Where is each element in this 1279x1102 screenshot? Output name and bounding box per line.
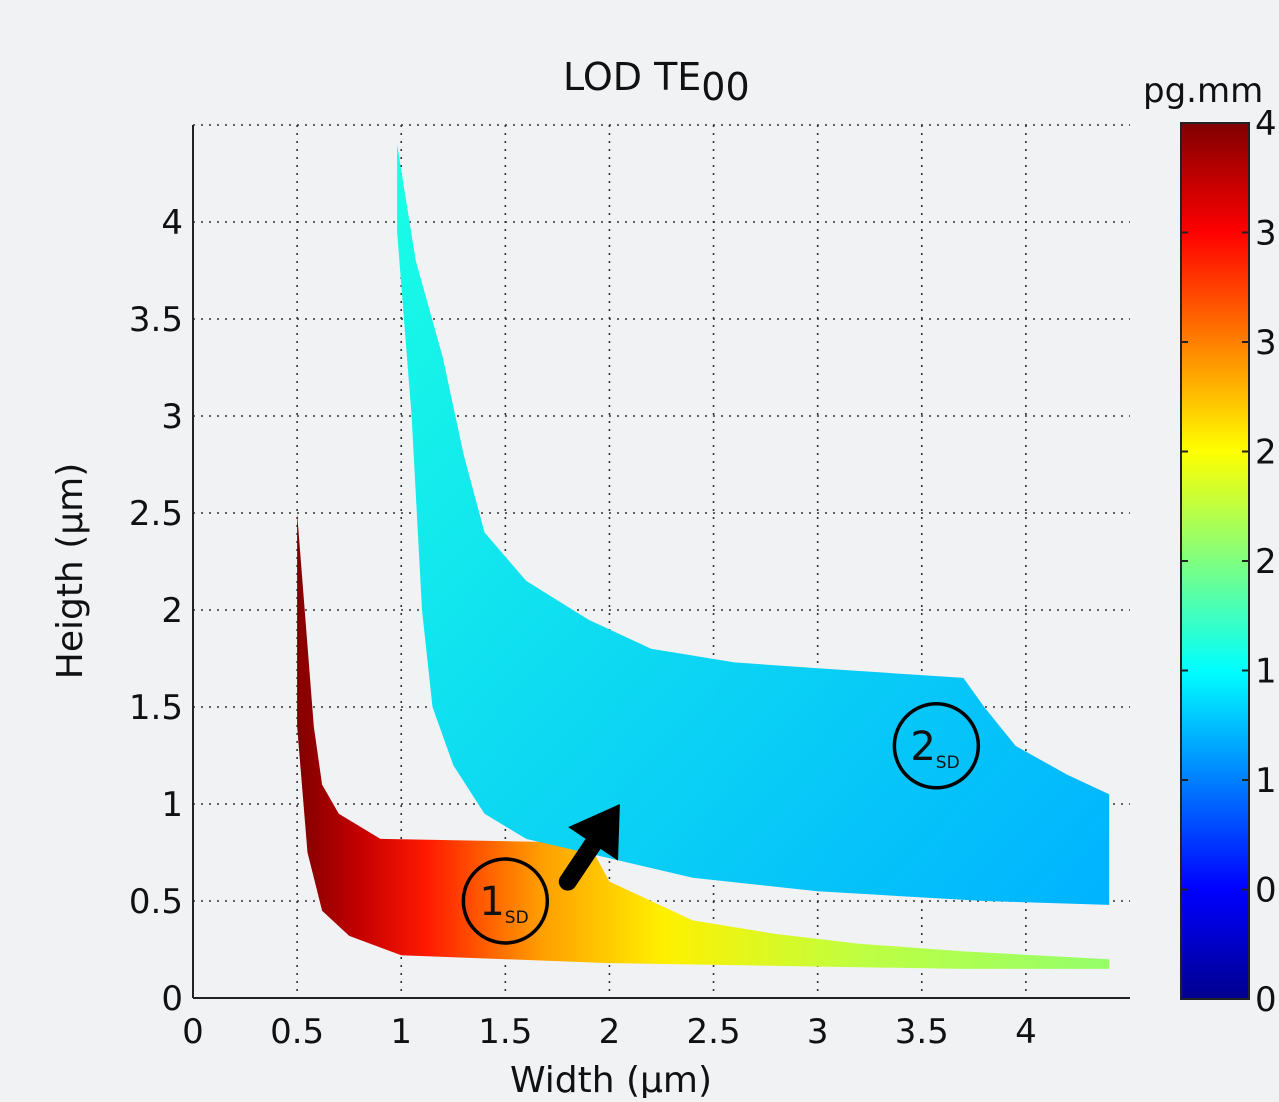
region-2-label-circle	[892, 702, 981, 790]
colorbar-tick-label: 2	[1255, 542, 1277, 582]
colorbar-unit-label: pg.mm	[1143, 71, 1263, 111]
y-tick-label: 1.5	[129, 688, 183, 728]
region-1-label-circle	[461, 857, 550, 945]
y-axis-label: Heigth (µm)	[50, 463, 91, 680]
data-regions	[297, 144, 1110, 969]
colorbar-tick-label: 0	[1255, 871, 1277, 911]
y-tick-label: 2	[161, 591, 183, 631]
colorbar-tick-label: 3	[1255, 214, 1277, 254]
colorbar-tick-label: 0	[1255, 980, 1277, 1020]
region-label-number: 2	[910, 724, 935, 770]
x-tick-label: 0.5	[270, 1012, 324, 1052]
x-tick-label: 3.5	[895, 1012, 949, 1052]
colorbar-tick-label: 1	[1255, 652, 1277, 692]
colorbar-tick-label: 1	[1255, 761, 1277, 801]
x-tick-label: 2.5	[687, 1012, 741, 1052]
y-tick-label: 1	[161, 785, 183, 825]
x-tick-labels: 0 0.5 1 1.5 2 2.5 3 3.5 4	[182, 1012, 1037, 1052]
region-2-label: 2SD	[910, 724, 959, 773]
colorbar: pg.mm 4 3 3 2 2 1 1 0 0	[1143, 71, 1277, 1020]
y-tick-label: 2.5	[129, 494, 183, 534]
chart-title-subscript: 00	[701, 65, 749, 109]
colorbar-ticks: 4 3 3 2 2 1 1 0 0	[1181, 104, 1277, 1020]
y-tick-label: 4	[161, 203, 183, 243]
chart-title-main: LOD TE	[563, 55, 701, 99]
x-tick-label: 2	[599, 1012, 621, 1052]
colorbar-gradient	[1180, 122, 1250, 1000]
colorbar-tick-label: 4	[1255, 104, 1277, 144]
y-tick-label: 3.5	[129, 300, 183, 340]
y-tick-label: 3	[161, 397, 183, 437]
y-tick-label: 0.5	[129, 882, 183, 922]
region-label-subscript: SD	[505, 908, 529, 928]
x-axis-label: Width (µm)	[510, 1060, 712, 1098]
chart-title: LOD TE00	[563, 55, 750, 109]
arrow-head	[568, 804, 620, 861]
region-2-area	[397, 144, 1110, 905]
region-1-label: 1SD	[479, 879, 528, 928]
arrow-shaft	[558, 834, 603, 891]
region-label-number: 1	[479, 879, 504, 925]
y-tick-label: 0	[161, 979, 183, 1019]
colorbar-tick-label: 3	[1255, 323, 1277, 363]
x-tick-label: 3	[807, 1012, 829, 1052]
plot-area: 0 0.5 1 1.5 2 2.5 3 3.5 4 00.511.522.533.54 1SD2…	[129, 124, 1130, 1052]
x-tick-label: 4	[1015, 1012, 1037, 1052]
y-tick-labels: 0 0.5 1 1.5 2 2.5 3 3.5 4	[129, 203, 183, 1019]
x-tick-label: 0	[182, 1012, 204, 1052]
colorbar-tick-label: 2	[1255, 433, 1277, 473]
region-1-area	[297, 513, 1110, 969]
x-tick-label: 1	[390, 1012, 412, 1052]
axes	[192, 125, 1130, 999]
region-label-subscript: SD	[936, 753, 960, 773]
x-tick-label: 1.5	[478, 1012, 532, 1052]
